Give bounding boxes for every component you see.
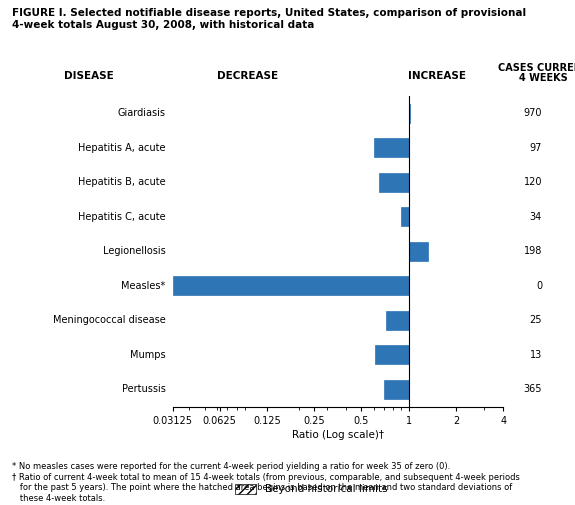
Text: Hepatitis B, acute: Hepatitis B, acute bbox=[78, 177, 166, 187]
Text: * No measles cases were reported for the current 4-week period yielding a ratio : * No measles cases were reported for the… bbox=[12, 462, 450, 471]
X-axis label: Ratio (Log scale)†: Ratio (Log scale)† bbox=[292, 430, 384, 440]
Text: 13: 13 bbox=[530, 350, 542, 360]
Text: 120: 120 bbox=[523, 177, 542, 187]
Legend: Beyond historical limits: Beyond historical limits bbox=[236, 484, 387, 494]
Text: these 4-week totals.: these 4-week totals. bbox=[12, 494, 105, 503]
Bar bbox=[172, 276, 409, 295]
Text: 198: 198 bbox=[524, 246, 542, 256]
Text: FIGURE I. Selected notifiable disease reports, United States, comparison of prov: FIGURE I. Selected notifiable disease re… bbox=[12, 8, 526, 18]
Bar bbox=[409, 242, 428, 261]
Bar bbox=[386, 311, 409, 330]
Text: 4-week totals August 30, 2008, with historical data: 4-week totals August 30, 2008, with hist… bbox=[12, 20, 314, 30]
Text: 4 WEEKS: 4 WEEKS bbox=[519, 73, 568, 83]
Bar bbox=[409, 104, 410, 123]
Text: 970: 970 bbox=[523, 108, 542, 118]
Text: 0: 0 bbox=[536, 281, 542, 291]
Text: INCREASE: INCREASE bbox=[408, 71, 466, 81]
Text: 25: 25 bbox=[530, 315, 542, 325]
Text: Pertussis: Pertussis bbox=[122, 384, 166, 394]
Bar bbox=[374, 138, 409, 157]
Bar bbox=[380, 173, 409, 192]
Text: Giardiasis: Giardiasis bbox=[117, 108, 166, 118]
Bar bbox=[384, 380, 409, 399]
Text: 97: 97 bbox=[530, 143, 542, 153]
Bar bbox=[375, 345, 409, 364]
Text: Legionellosis: Legionellosis bbox=[103, 246, 166, 256]
Text: † Ratio of current 4-week total to mean of 15 4-week totals (from previous, comp: † Ratio of current 4-week total to mean … bbox=[12, 473, 519, 482]
Text: Meningococcal disease: Meningococcal disease bbox=[53, 315, 166, 325]
Text: for the past 5 years). The point where the hatched area begins is based on the m: for the past 5 years). The point where t… bbox=[12, 483, 512, 492]
Text: DECREASE: DECREASE bbox=[217, 71, 278, 81]
Text: Measles*: Measles* bbox=[121, 281, 166, 291]
Text: Mumps: Mumps bbox=[130, 350, 166, 360]
Bar bbox=[401, 207, 409, 226]
Text: 34: 34 bbox=[530, 212, 542, 222]
Text: 365: 365 bbox=[523, 384, 542, 394]
Text: CASES CURRENT: CASES CURRENT bbox=[498, 63, 575, 73]
Text: DISEASE: DISEASE bbox=[64, 71, 114, 81]
Text: Hepatitis C, acute: Hepatitis C, acute bbox=[78, 212, 166, 222]
Text: Hepatitis A, acute: Hepatitis A, acute bbox=[78, 143, 166, 153]
